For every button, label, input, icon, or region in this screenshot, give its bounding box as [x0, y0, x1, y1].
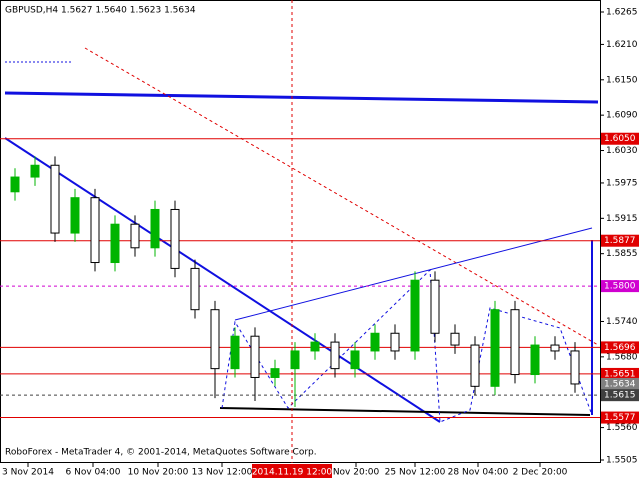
y-tick-label: 1.5680: [606, 352, 638, 362]
candle-body: [570, 350, 580, 385]
price-label: 1.5877: [604, 236, 636, 246]
price-label: 1.5696: [604, 343, 636, 353]
candle-body: [210, 309, 220, 370]
candle-body: [530, 344, 540, 376]
y-tick-label: 1.6090: [606, 111, 638, 121]
price-label-bg: [601, 411, 639, 424]
candle-body: [490, 309, 500, 387]
trend-line: [4, 137, 441, 423]
x-tick-label: 2 Dec 20:00: [513, 468, 568, 478]
price-label-bg: [601, 377, 639, 390]
support-line: [219, 407, 591, 416]
x-tick-label: 6 Nov 04:00: [66, 468, 121, 478]
candle-body: [50, 164, 60, 234]
candle-body: [450, 332, 460, 346]
price-label: 1.5634: [604, 379, 636, 389]
candle-body: [130, 223, 140, 249]
candle-body: [470, 344, 480, 387]
candle-body: [410, 279, 420, 352]
price-label-bg: [601, 367, 639, 380]
chart-title: GBPUSD,H4 1.5627 1.5640 1.5623 1.5634: [5, 6, 196, 16]
price-label: 1.5577: [604, 413, 636, 423]
price-label: 1.5651: [604, 369, 636, 379]
candle-body: [330, 341, 340, 370]
x-tick-label: 10 Nov 20:00: [128, 468, 189, 478]
candle-body: [190, 267, 200, 311]
y-tick-label: 1.5505: [606, 456, 638, 466]
price-label: 1.5800: [604, 282, 636, 292]
price-label-bg: [601, 280, 639, 293]
price-label-bg: [601, 132, 639, 145]
candle-body: [110, 223, 120, 264]
trend-line: [84, 47, 599, 346]
candle-body: [550, 344, 560, 352]
candle-body: [270, 368, 280, 378]
y-tick-label: 1.6150: [606, 75, 638, 85]
candle-body: [70, 197, 80, 234]
x-tick-label: 13 Nov 12:00: [192, 468, 253, 478]
x-tick-label: Nov 20:00: [333, 468, 380, 478]
y-tick-label: 1.6265: [606, 8, 638, 18]
crosshair-label: 2014.11.19 12:00: [252, 468, 333, 478]
y-tick-label: 1.6030: [606, 146, 638, 156]
candle-body: [510, 309, 520, 376]
price-label-bg: [601, 234, 639, 247]
candle-body: [390, 332, 400, 352]
candle-body: [30, 164, 40, 178]
candle-body: [310, 341, 320, 352]
candle-body: [430, 279, 440, 334]
candle-body: [10, 176, 20, 193]
price-label: 1.6050: [604, 134, 636, 144]
candle-body: [170, 208, 180, 269]
candle-body: [230, 335, 240, 370]
x-tick-label: 25 Nov 12:00: [385, 468, 446, 478]
candle-body: [250, 335, 260, 378]
y-tick-label: 1.5740: [606, 317, 638, 327]
plot-frame: [0, 0, 601, 463]
candle-body: [350, 350, 360, 370]
y-tick-label: 1.5855: [606, 249, 638, 259]
y-tick-label: 1.5975: [606, 178, 638, 188]
candle-body: [90, 197, 100, 264]
candle-body: [150, 208, 160, 249]
trend-line: [234, 227, 593, 321]
y-tick-label: 1.6210: [606, 40, 638, 50]
candle-body: [370, 332, 380, 352]
moving-average: [4, 91, 599, 104]
price-label-bg: [601, 389, 639, 402]
x-tick-label: 28 Nov 04:00: [448, 468, 509, 478]
price-label: 1.5615: [604, 391, 636, 401]
price-label-bg: [601, 341, 639, 354]
crosshair-label-bg: [252, 464, 332, 478]
x-tick-label: 3 Nov 2014: [2, 468, 54, 478]
candle-body: [290, 350, 300, 370]
footer: RoboForex - MetaTrader 4, © 2001-2014, M…: [5, 448, 317, 458]
y-tick-label: 1.5915: [606, 214, 638, 224]
y-tick-label: 1.5560: [606, 423, 638, 433]
